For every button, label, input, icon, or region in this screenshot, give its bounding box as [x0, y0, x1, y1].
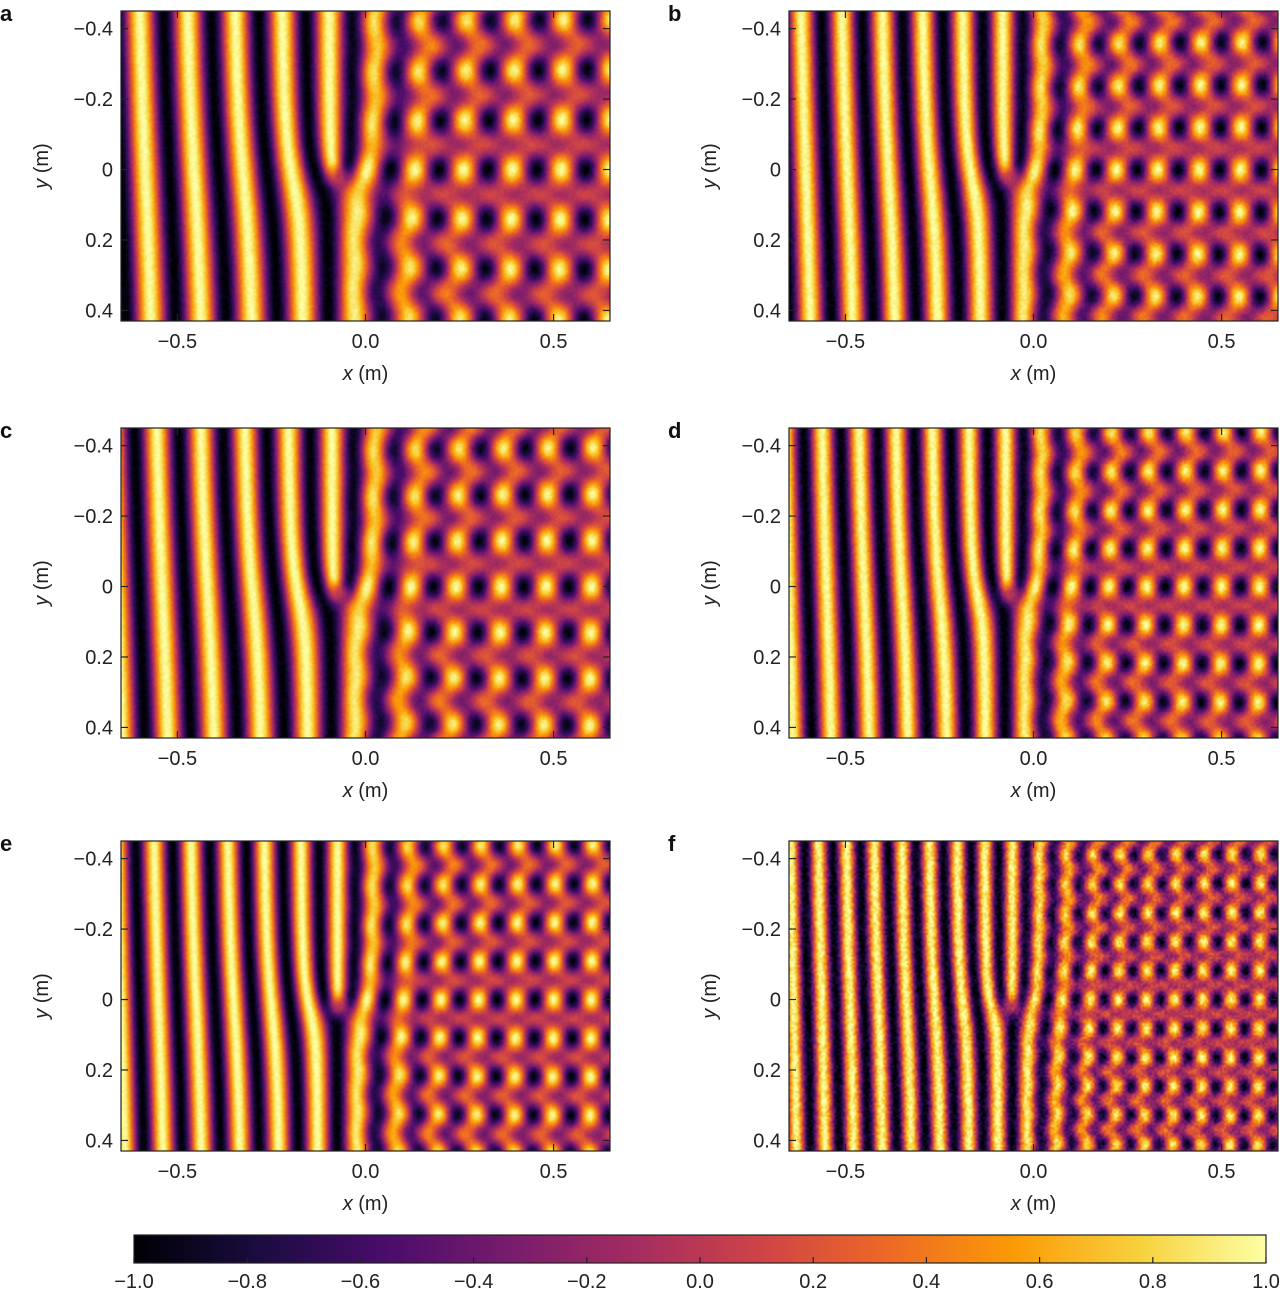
x-tick-label: −0.5: [158, 331, 197, 353]
x-axis-label: x (m): [1010, 780, 1057, 802]
x-tick-label: 0.0: [1020, 1161, 1048, 1183]
y-tick-label: −0.2: [74, 919, 113, 941]
panel-letter: e: [0, 831, 12, 856]
y-tick-label: 0.4: [85, 1130, 113, 1152]
x-tick-label: 0.5: [540, 748, 568, 770]
y-tick-label: −0.4: [742, 19, 781, 41]
x-tick-label: 0.0: [1020, 331, 1048, 353]
panel-b: b −0.5 0.0 0.5 −0.4 −0.2 0 0.2 0.4 x (m) y (m): [668, 1, 1279, 385]
heatmap-image: [121, 428, 610, 738]
y-tick-label: 0: [102, 160, 113, 182]
x-axis-label: x (m): [342, 780, 389, 802]
y-tick-label: −0.2: [742, 506, 781, 528]
x-tick-label: 0.0: [352, 748, 380, 770]
y-tick-label: −0.4: [742, 849, 781, 871]
y-tick-label: −0.4: [74, 19, 113, 41]
x-tick-label: 0.5: [540, 331, 568, 353]
x-tick-label: −0.5: [158, 748, 197, 770]
colorbar-tick-label: −0.6: [341, 1271, 380, 1293]
y-tick-label: 0: [102, 990, 113, 1012]
y-tick-label: 0.4: [85, 717, 113, 739]
panel-e: e −0.5 0.0 0.5 −0.4 −0.2 0 0.2 0.4 x (m) y (m): [0, 831, 611, 1215]
panel-c: c −0.5 0.0 0.5 −0.4 −0.2 0 0.2 0.4 x (m) y (m): [0, 418, 611, 802]
y-tick-label: −0.2: [742, 89, 781, 111]
y-tick-label: −0.2: [742, 919, 781, 941]
y-tick-label: 0.2: [85, 647, 113, 669]
y-tick-label: −0.2: [74, 506, 113, 528]
y-tick-label: 0: [770, 990, 781, 1012]
x-tick-label: 0.5: [1208, 331, 1236, 353]
panel-letter: b: [668, 1, 681, 26]
colorbar-tick-label: 0.2: [799, 1271, 827, 1293]
colorbar-tick-label: 0.8: [1139, 1271, 1167, 1293]
colorbar: −1.0 −0.8 −0.6 −0.4 −0.2 0.0 0.2 0.4 0.6 0.8 1.0: [114, 1234, 1280, 1293]
y-axis-label: y (m): [31, 973, 53, 1021]
panel-letter: d: [668, 418, 681, 443]
panel-letter: c: [0, 418, 12, 443]
panel-d: d −0.5 0.0 0.5 −0.4 −0.2 0 0.2 0.4 x (m) y (m): [668, 418, 1279, 802]
colorbar-tick-label: −0.2: [567, 1271, 606, 1293]
x-axis-label: x (m): [342, 1193, 389, 1215]
colorbar-tick-label: 0.0: [686, 1271, 714, 1293]
x-tick-label: 0.0: [352, 331, 380, 353]
x-axis-label: x (m): [1010, 1193, 1057, 1215]
x-tick-label: 0.0: [1020, 748, 1048, 770]
y-axis-label: y (m): [699, 973, 721, 1021]
x-tick-label: −0.5: [826, 748, 865, 770]
y-axis-label: y (m): [31, 560, 53, 608]
colorbar-tick-label: −0.8: [227, 1271, 266, 1293]
y-tick-label: 0.4: [753, 717, 781, 739]
y-tick-label: 0: [770, 577, 781, 599]
panel-letter: a: [0, 1, 13, 26]
y-tick-label: 0.4: [753, 1130, 781, 1152]
x-axis-label: x (m): [342, 363, 389, 385]
y-tick-label: 0.2: [753, 647, 781, 669]
x-tick-label: −0.5: [826, 1161, 865, 1183]
y-tick-label: 0.4: [85, 300, 113, 322]
y-tick-label: 0: [770, 160, 781, 182]
colorbar-tick-label: −0.4: [454, 1271, 493, 1293]
heatmap-image: [121, 11, 610, 321]
x-axis-label: x (m): [1010, 363, 1057, 385]
y-tick-label: −0.4: [74, 849, 113, 871]
y-axis-label: y (m): [699, 143, 721, 191]
x-tick-label: −0.5: [158, 1161, 197, 1183]
heatmap-image: [789, 428, 1278, 738]
colorbar-tick-label: −1.0: [114, 1271, 153, 1293]
panel-a: a −0.5 0.0 0.5 −0.4 −0.2 0 0.2 0.4 x (m) y (m): [0, 1, 611, 385]
y-tick-label: −0.4: [742, 436, 781, 458]
colorbar-tick-label: 0.4: [912, 1271, 940, 1293]
y-axis-label: y (m): [699, 560, 721, 608]
x-tick-label: 0.5: [1208, 1161, 1236, 1183]
x-tick-label: 0.5: [1208, 748, 1236, 770]
y-tick-label: 0.2: [753, 1060, 781, 1082]
x-tick-label: 0.5: [540, 1161, 568, 1183]
y-tick-label: 0.2: [753, 230, 781, 252]
heatmap-image: [789, 11, 1278, 321]
panel-letter: f: [668, 831, 676, 856]
y-tick-label: 0.4: [753, 300, 781, 322]
heatmap-image: [789, 841, 1278, 1151]
colorbar-tick-label: 1.0: [1252, 1271, 1280, 1293]
panels: a −0.5 0.0 0.5 −0.4 −0.2 0 0.2 0.4 x (m) y (m) b −0.…: [0, 1, 1279, 1215]
panel-f: f −0.5 0.0 0.5 −0.4 −0.2 0 0.2 0.4 x (m) y (m): [668, 831, 1279, 1215]
y-tick-label: −0.4: [74, 436, 113, 458]
y-tick-label: 0.2: [85, 230, 113, 252]
x-tick-label: 0.0: [352, 1161, 380, 1183]
colorbar-tick-label: 0.6: [1026, 1271, 1054, 1293]
y-axis-label: y (m): [31, 143, 53, 191]
x-tick-label: −0.5: [826, 331, 865, 353]
y-tick-label: −0.2: [74, 89, 113, 111]
heatmap-image: [121, 841, 610, 1151]
y-tick-label: 0: [102, 577, 113, 599]
y-tick-label: 0.2: [85, 1060, 113, 1082]
